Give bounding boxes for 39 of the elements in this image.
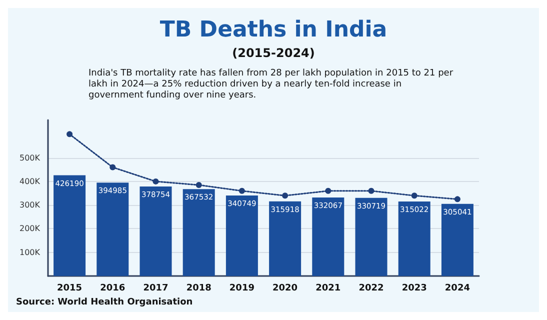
bar <box>54 175 86 276</box>
point <box>110 164 116 170</box>
x-tick-label: 2024 <box>444 284 470 294</box>
x-tick-label: 2015 <box>57 284 82 294</box>
chart-title: TB Deaths in India <box>160 18 388 42</box>
y-tick-label: 100K <box>19 248 41 257</box>
point <box>454 196 460 202</box>
x-tick-label: 2017 <box>143 284 168 294</box>
point <box>325 188 332 194</box>
point <box>238 188 245 194</box>
text: India's TB mortality rate has fallen from 28 per lakh population in 2015 to 21 per lakh in 2024—a 25% reduction driven by a nearly ten-fold increase in government funding over nine years. <box>88 68 456 100</box>
y-tick-label: 300K <box>19 200 41 210</box>
bar <box>226 195 258 276</box>
x-tick-label: 2019 <box>229 284 254 294</box>
point <box>411 192 418 199</box>
x-tick-label: 2016 <box>100 284 126 294</box>
y-tick-label: 200K <box>19 224 41 234</box>
bar <box>398 202 430 276</box>
x-tick-label: 2020 <box>272 284 298 294</box>
x-tick-label: 2018 <box>186 284 212 294</box>
source-note: Source: World Health Organisation <box>16 298 193 308</box>
bar <box>140 186 172 276</box>
x-tick-label: 2023 <box>402 284 427 294</box>
bar <box>312 198 344 276</box>
bar <box>182 189 215 276</box>
point <box>66 131 73 138</box>
bar <box>96 182 129 276</box>
y-tick-label: 400K <box>19 176 41 186</box>
y-tick-label: 500K <box>19 153 41 162</box>
bar <box>441 204 474 276</box>
x-tick-label: 2022 <box>358 284 384 294</box>
point <box>368 188 374 194</box>
bar <box>355 198 388 276</box>
chart-subtitle: (2015-2024) <box>232 46 315 60</box>
bar <box>269 201 302 276</box>
point <box>196 182 202 188</box>
point <box>152 178 159 184</box>
x-tick-label: 2021 <box>316 284 341 294</box>
point <box>282 192 288 199</box>
